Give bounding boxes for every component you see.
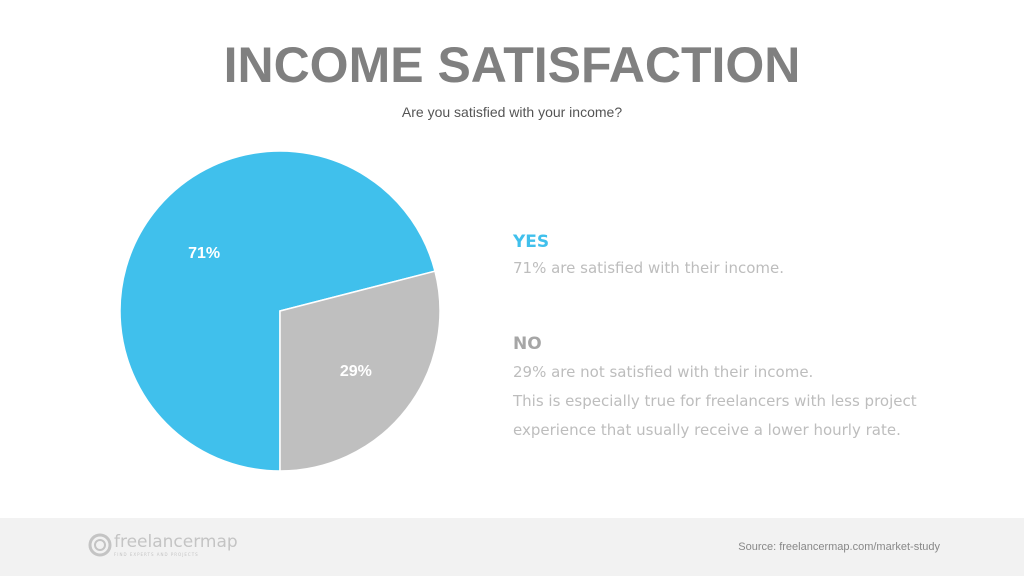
- legend-yes-text: 71% are satisfied with their income.: [513, 259, 784, 277]
- legend-no-heading: NO: [513, 334, 542, 354]
- pie-slice-no: [279, 270, 441, 472]
- footer: freelancermap FIND EXPERTS AND PROJECTS …: [0, 518, 1024, 576]
- chart-title: INCOME SATISFACTION: [223, 37, 801, 93]
- logo-icon: [88, 533, 112, 556]
- freelancermap-logo: freelancermap FIND EXPERTS AND PROJECTS: [88, 532, 238, 557]
- legend-no-line: This is especially true for freelancers …: [513, 392, 917, 410]
- legend-no: NO 29% are not satisfied with their inco…: [513, 334, 917, 445]
- legend-yes: YES 71% are satisfied with their income.: [513, 232, 784, 283]
- logo-text: freelancermap: [114, 532, 238, 552]
- source-text: Source: freelancermap.com/market-study: [738, 541, 940, 553]
- pie-slice-yes: [119, 150, 436, 472]
- legend-no-line: 29% are not satisfied with their income.: [513, 363, 814, 381]
- legend-no-line: experience that usually receive a lower …: [513, 421, 901, 439]
- data-label-no: 29%: [340, 363, 372, 380]
- chart-subtitle: Are you satisfied with your income?: [401, 104, 623, 120]
- legend-yes-heading: YES: [513, 232, 550, 252]
- logo-tagline: FIND EXPERTS AND PROJECTS: [114, 552, 199, 557]
- data-label-yes: 71%: [188, 245, 220, 262]
